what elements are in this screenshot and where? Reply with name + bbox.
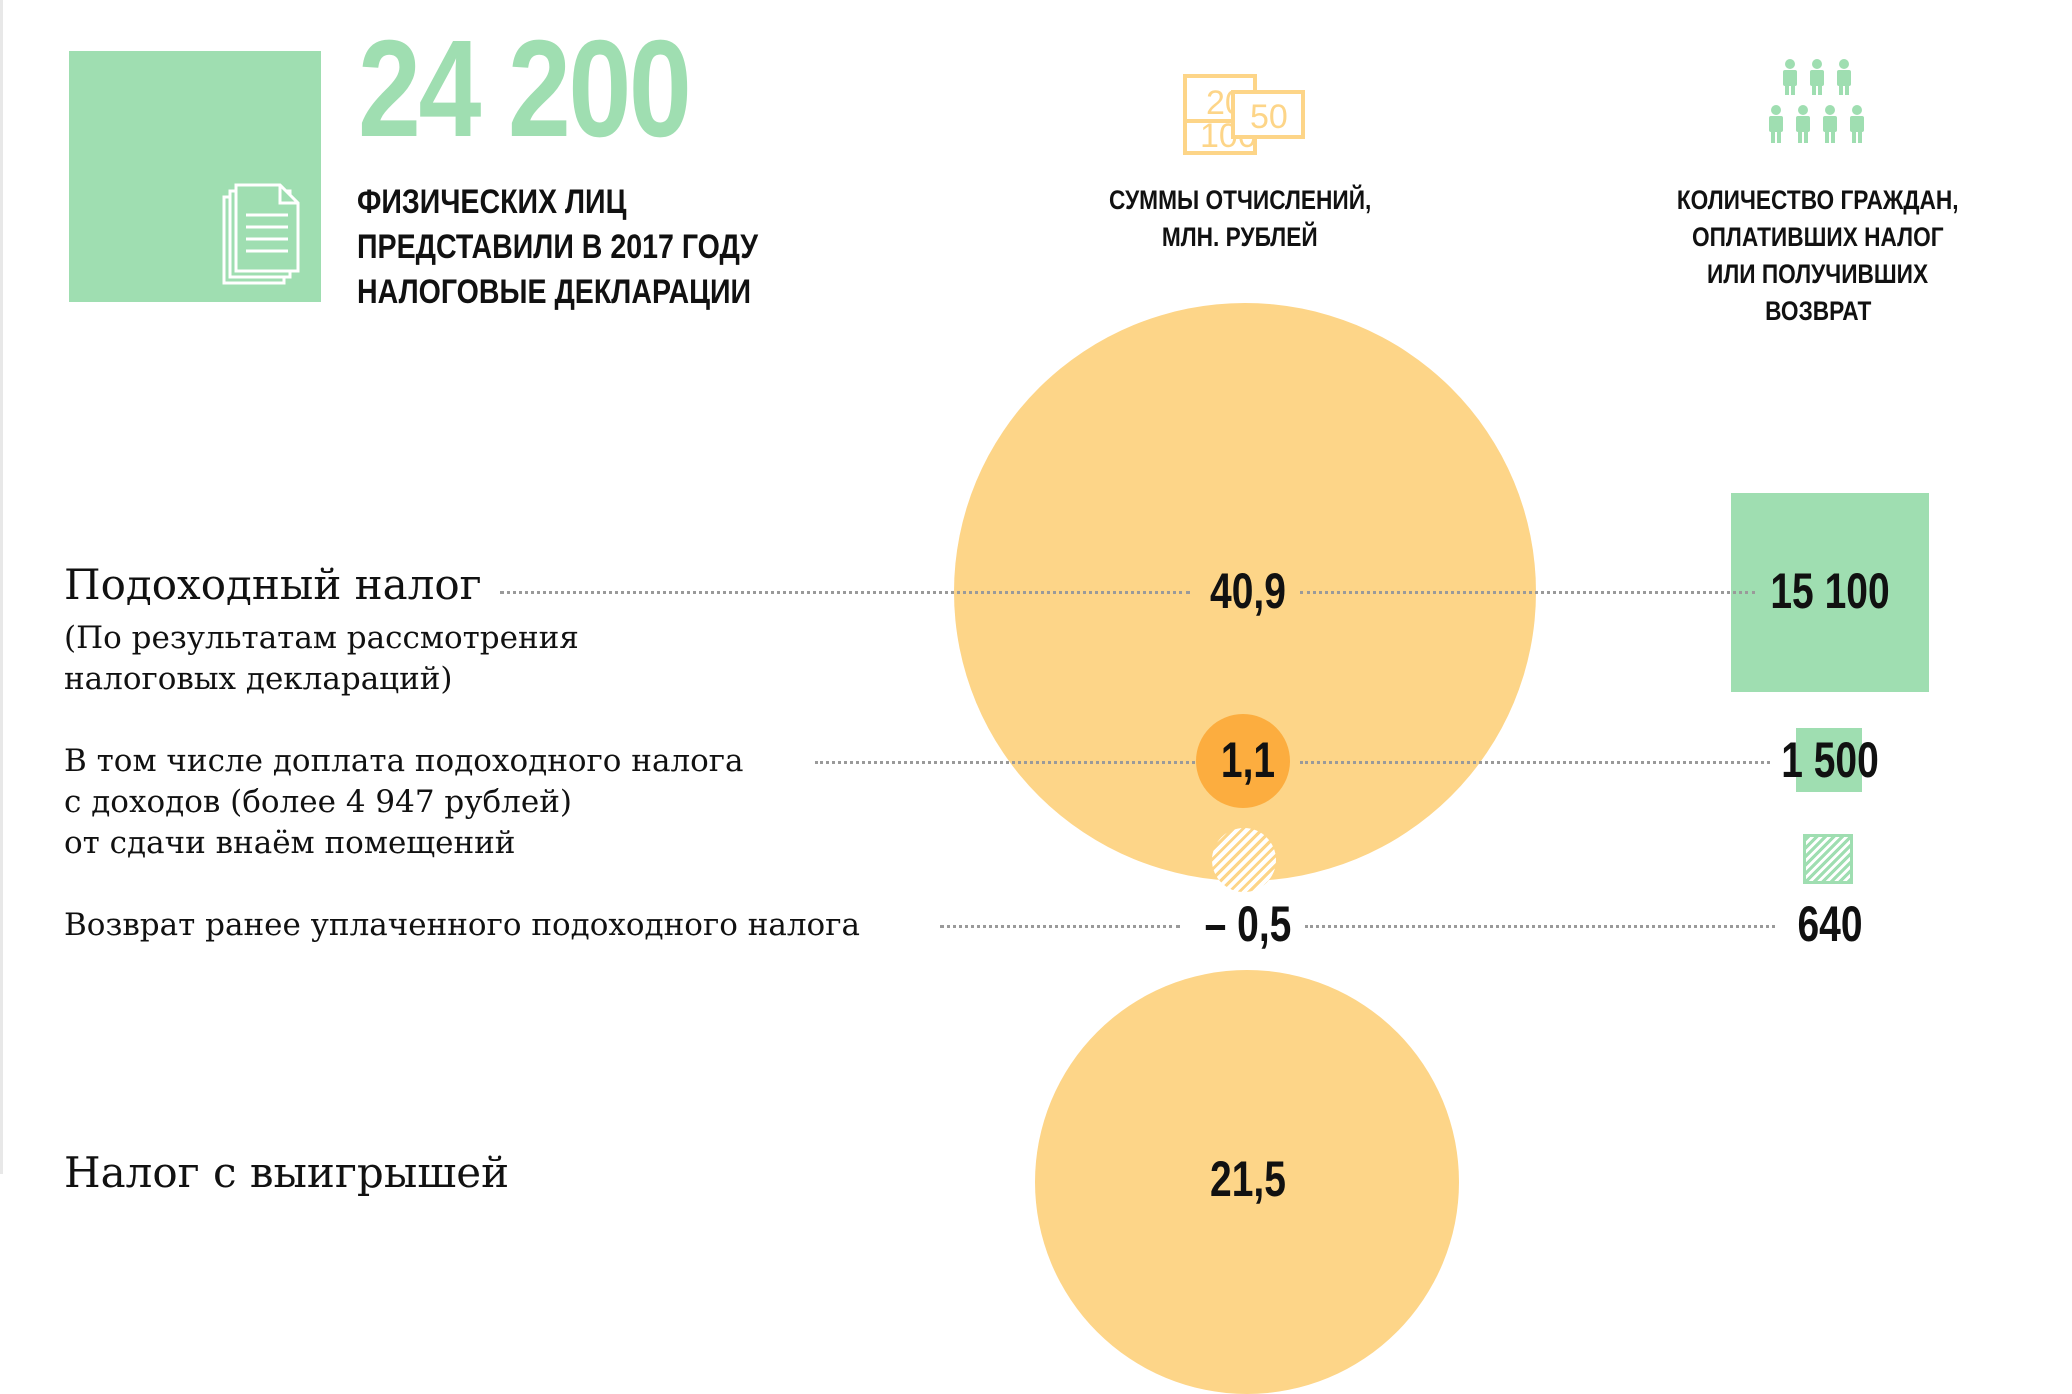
people-icon (1769, 59, 1864, 143)
refund-label: Возврат ранее уплаченного подоходного на… (64, 907, 860, 943)
column-title-line: СУММЫ ОТЧИСЛЕНИЙ, (1108, 185, 1372, 215)
row-leader-right (1300, 591, 1755, 594)
declarations-description: ФИЗИЧЕСКИХ ЛИЦ ПРЕДСТАВИЛИ В 2017 ГОДУ Н… (357, 180, 758, 315)
label-line: от сдачи внаём помещений (64, 825, 516, 861)
row-leader-left (500, 591, 1190, 594)
sublabel-line: налоговых деклараций) (64, 661, 453, 697)
description-line: НАЛОГОВЫЕ ДЕКЛАРАЦИИ (357, 273, 752, 311)
label-line: В том числе доплата подоходного налога (64, 743, 744, 779)
count-column-title: КОЛИЧЕСТВО ГРАЖДАН, ОПЛАТИВШИХ НАЛОГ ИЛИ… (1618, 182, 2018, 330)
column-title-line: ОПЛАТИВШИХ НАЛОГ (1692, 222, 1944, 252)
column-title-line: КОЛИЧЕСТВО ГРАЖДАН, (1677, 185, 1959, 215)
winnings-tax-label: Налог с выигрышей (64, 1148, 510, 1197)
refund-count-square (1803, 834, 1853, 884)
rent-surcharge-count-square (1796, 728, 1862, 792)
column-title-line: ИЛИ ПОЛУЧИВШИХ (1707, 259, 1929, 289)
row-leader-left (940, 925, 1180, 928)
rent-surcharge-sum-value: 1,1 (1220, 732, 1276, 788)
row-leader-right (1300, 761, 1770, 764)
description-line: ПРЕДСТАВИЛИ В 2017 ГОДУ (357, 228, 758, 266)
rent-surcharge-sum-circle (1196, 714, 1290, 808)
column-title-line: ВОЗВРАТ (1764, 296, 1872, 326)
rent-surcharge-label: В том числе доплата подоходного налога с… (64, 741, 744, 864)
income-tax-label: Подоходный налог (64, 560, 482, 609)
description-line: ФИЗИЧЕСКИХ ЛИЦ (357, 183, 627, 221)
column-title-line: МЛН. РУБЛЕЙ (1162, 222, 1318, 252)
banknote-50-label: 50 (1250, 98, 1288, 136)
page-edge (0, 0, 3, 1174)
income-tax-sum-value: 40,9 (1210, 563, 1286, 619)
refund-sum-value: – 0,5 (1204, 896, 1292, 952)
income-tax-count-value: 15 100 (1770, 563, 1890, 619)
income-tax-sublabel: (По результатам рассмотрения налоговых д… (64, 618, 579, 700)
label-line: с доходов (более 4 947 рублей) (64, 784, 572, 820)
rent-surcharge-count-value: 1 500 (1781, 732, 1879, 788)
income-tax-count-square (1731, 493, 1929, 692)
sublabel-line: (По результатам рассмотрения (64, 620, 579, 656)
document-icon (222, 183, 300, 285)
row-leader-right (1305, 925, 1775, 928)
declarations-count: 24 200 (358, 12, 692, 166)
winnings-tax-sum-value: 21,5 (1210, 1151, 1286, 1207)
refund-count-value: 640 (1797, 896, 1863, 952)
refund-sum-circle (1212, 828, 1276, 892)
banknotes-icon: 100 20 50 (1183, 74, 1305, 155)
row-leader-left (815, 761, 1195, 764)
sums-column-title: СУММЫ ОТЧИСЛЕНИЙ, МЛН. РУБЛЕЙ (1040, 182, 1440, 256)
